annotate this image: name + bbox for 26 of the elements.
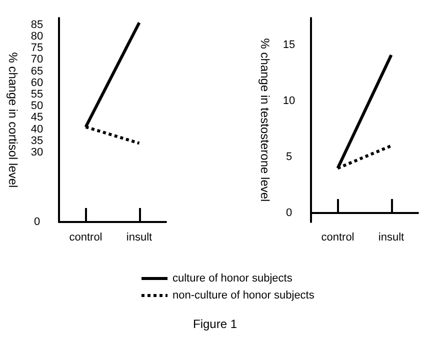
y-tick-label: 50 <box>30 100 44 112</box>
y-axis-title: % change in testosterone level <box>258 38 272 202</box>
y-tick-label: 5 <box>286 150 292 163</box>
x-tick-label: control <box>321 232 354 244</box>
y-tick-label: 30 <box>30 146 44 158</box>
x-tick-label: insult <box>378 232 404 244</box>
y-tick-label: 35 <box>30 134 44 147</box>
y-tick-label: 0 <box>286 207 292 220</box>
legend-label: non-culture of honor subjects <box>172 290 315 302</box>
caption: Figure 1 <box>192 317 238 331</box>
y-tick-label: 45 <box>30 112 44 124</box>
legend-label: culture of honor subjects <box>172 272 293 284</box>
x-tick-label: insult <box>126 232 152 244</box>
y-tick-label: 60 <box>30 76 44 89</box>
y-axis-title: % change in cortisol level <box>6 52 20 188</box>
y-tick-label: 75 <box>30 42 44 54</box>
y-tick-label: 10 <box>282 94 296 107</box>
y-tick-label: 70 <box>30 54 44 66</box>
y-tick-label: 15 <box>282 38 296 51</box>
y-tick-label: 40 <box>30 123 44 136</box>
y-tick-label: 65 <box>30 65 44 78</box>
x-tick-label: control <box>69 232 102 244</box>
y-tick-label: 80 <box>30 30 44 43</box>
y-tick-label: 85 <box>30 18 44 31</box>
y-tick-label: 0 <box>34 216 40 228</box>
y-tick-label: 55 <box>30 88 44 100</box>
